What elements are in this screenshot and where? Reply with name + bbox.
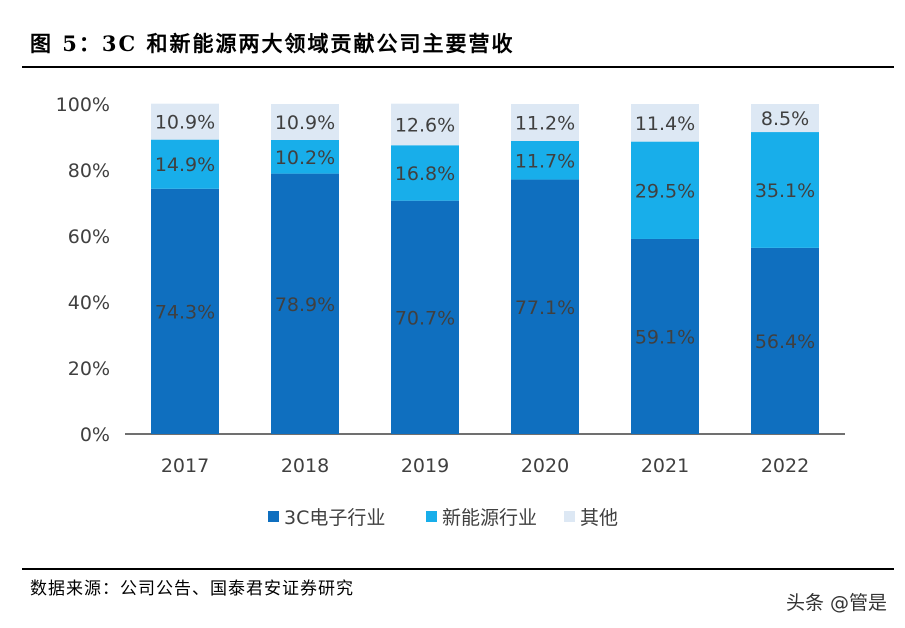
data-label: 10.9% (275, 112, 335, 134)
data-label: 35.1% (755, 180, 815, 202)
y-tick-label: 60% (68, 226, 110, 248)
x-tick-label: 2022 (761, 455, 809, 477)
legend-label: 3C电子行业 (284, 507, 385, 529)
data-label: 16.8% (395, 163, 455, 185)
bar-2022-2 (751, 104, 819, 133)
bar-2020-0 (511, 179, 579, 434)
data-label: 10.2% (275, 147, 335, 169)
bar-2020-1 (511, 140, 579, 180)
bar-2022-1 (751, 132, 819, 248)
bar-2022-0 (751, 247, 819, 434)
x-tick-label: 2021 (641, 455, 689, 477)
source-note: 数据来源：公司公告、国泰君安证券研究 (30, 579, 354, 599)
data-label: 11.4% (635, 113, 695, 135)
x-tick-label: 2018 (281, 455, 329, 477)
data-label: 78.9% (275, 294, 335, 316)
bar-2019-2 (391, 103, 459, 146)
data-label: 14.9% (155, 154, 215, 176)
data-label: 77.1% (515, 297, 575, 319)
stacked-bar-chart: 0% 20% 40% 60% 80% 100% 74.3% 14.9% 10.9% 2017 78.… (56, 94, 845, 529)
bar-2018-1 (271, 139, 339, 174)
bar-2017-2 (151, 103, 219, 140)
bar-2017-1 (151, 139, 219, 189)
legend-swatch (426, 511, 437, 522)
y-tick-label: 100% (56, 94, 110, 116)
data-label: 74.3% (155, 301, 215, 323)
bar-2020-2 (511, 104, 579, 141)
y-tick-label: 20% (68, 358, 110, 380)
data-label: 59.1% (635, 326, 695, 348)
data-label: 12.6% (395, 114, 455, 136)
legend-label: 新能源行业 (442, 507, 537, 529)
bar-2021-0 (631, 238, 699, 434)
y-tick-label: 40% (68, 292, 110, 314)
bar-2021-2 (631, 104, 699, 142)
data-label: 10.9% (155, 112, 215, 134)
data-label: 11.7% (515, 150, 575, 172)
bar-2017-0 (151, 188, 219, 434)
x-tick-label: 2019 (401, 455, 449, 477)
x-tick-label: 2020 (521, 455, 569, 477)
bar-2019-0 (391, 200, 459, 434)
title-rule (22, 66, 894, 68)
data-label: 8.5% (761, 108, 809, 130)
bar-2018-2 (271, 104, 339, 140)
source-rule (22, 568, 894, 570)
bar-2018-0 (271, 173, 339, 434)
legend-swatch (564, 511, 575, 522)
bar-2021-1 (631, 141, 699, 239)
figure-title: 图 5：3C 和新能源两大领域贡献公司主要营收 (30, 31, 515, 56)
legend-label: 其他 (580, 507, 618, 529)
data-label: 11.2% (515, 112, 575, 134)
bar-2019-1 (391, 145, 459, 201)
watermark: 头条 @管是 (785, 592, 887, 614)
x-tick-label: 2017 (161, 455, 209, 477)
data-label: 70.7% (395, 307, 455, 329)
legend-swatch (268, 511, 279, 522)
y-tick-label: 0% (80, 424, 110, 446)
y-tick-label: 80% (68, 160, 110, 182)
data-label: 56.4% (755, 331, 815, 353)
data-label: 29.5% (635, 180, 695, 202)
